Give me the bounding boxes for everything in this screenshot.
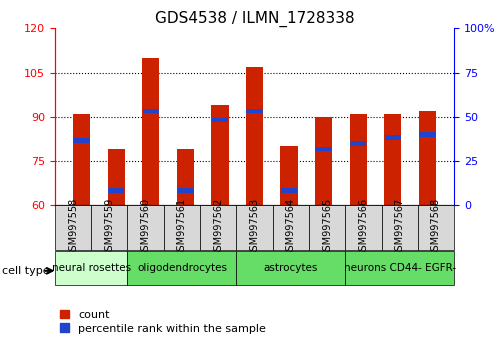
FancyBboxPatch shape bbox=[127, 205, 164, 250]
Bar bbox=[246, 67, 263, 205]
Bar bbox=[73, 114, 90, 205]
Bar bbox=[419, 111, 436, 205]
Bar bbox=[142, 58, 160, 205]
FancyBboxPatch shape bbox=[382, 205, 418, 250]
Bar bbox=[177, 188, 194, 193]
FancyBboxPatch shape bbox=[91, 205, 127, 250]
FancyBboxPatch shape bbox=[164, 205, 200, 250]
FancyBboxPatch shape bbox=[127, 251, 237, 285]
Bar bbox=[419, 132, 436, 137]
Text: GSM997564: GSM997564 bbox=[286, 198, 296, 257]
FancyBboxPatch shape bbox=[309, 205, 345, 250]
Bar bbox=[143, 109, 159, 113]
FancyBboxPatch shape bbox=[418, 205, 454, 250]
FancyBboxPatch shape bbox=[237, 205, 272, 250]
Text: GSM997566: GSM997566 bbox=[358, 198, 368, 257]
Bar bbox=[281, 188, 297, 193]
Text: cell type: cell type bbox=[2, 266, 50, 276]
Bar bbox=[384, 114, 401, 205]
Text: oligodendrocytes: oligodendrocytes bbox=[137, 263, 227, 273]
Legend: count, percentile rank within the sample: count, percentile rank within the sample bbox=[60, 310, 266, 333]
Bar bbox=[212, 118, 228, 122]
FancyBboxPatch shape bbox=[237, 251, 345, 285]
Text: GSM997567: GSM997567 bbox=[395, 198, 405, 257]
Bar bbox=[315, 147, 332, 152]
Bar bbox=[108, 188, 124, 193]
Text: GSM997562: GSM997562 bbox=[213, 198, 223, 257]
Bar bbox=[350, 141, 366, 145]
Text: neural rosettes: neural rosettes bbox=[51, 263, 131, 273]
Bar bbox=[211, 105, 229, 205]
FancyBboxPatch shape bbox=[200, 205, 237, 250]
Bar bbox=[349, 114, 367, 205]
Text: GSM997561: GSM997561 bbox=[177, 198, 187, 257]
Text: astrocytes: astrocytes bbox=[263, 263, 318, 273]
Bar bbox=[247, 109, 262, 113]
Text: GSM997560: GSM997560 bbox=[141, 198, 151, 257]
FancyBboxPatch shape bbox=[272, 205, 309, 250]
FancyBboxPatch shape bbox=[55, 205, 91, 250]
Bar bbox=[280, 146, 298, 205]
Text: GSM997568: GSM997568 bbox=[431, 198, 441, 257]
Text: neurons CD44- EGFR-: neurons CD44- EGFR- bbox=[344, 263, 456, 273]
Text: GSM997565: GSM997565 bbox=[322, 198, 332, 257]
FancyBboxPatch shape bbox=[55, 251, 127, 285]
Bar bbox=[108, 149, 125, 205]
Text: GSM997563: GSM997563 bbox=[250, 198, 259, 257]
Bar bbox=[73, 138, 90, 143]
FancyBboxPatch shape bbox=[345, 251, 454, 285]
FancyBboxPatch shape bbox=[345, 205, 382, 250]
Text: GSM997558: GSM997558 bbox=[68, 198, 78, 257]
Title: GDS4538 / ILMN_1728338: GDS4538 / ILMN_1728338 bbox=[155, 11, 354, 27]
Bar bbox=[315, 117, 332, 205]
Bar bbox=[177, 149, 194, 205]
Text: GSM997559: GSM997559 bbox=[104, 198, 114, 257]
Bar bbox=[385, 135, 401, 140]
